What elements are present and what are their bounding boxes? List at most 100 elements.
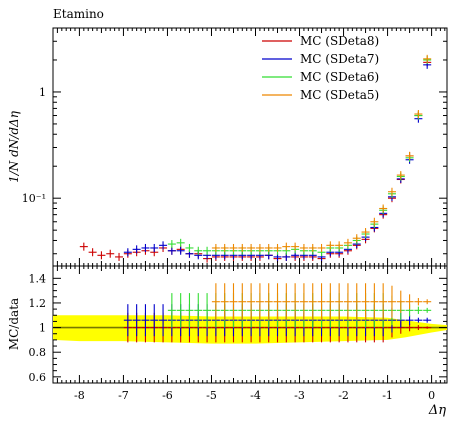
main-point-4	[343, 238, 352, 247]
ratio-point-4	[361, 283, 370, 321]
main-y-axis-label: 1/N dN/dΔη	[7, 110, 21, 183]
main-point-4	[326, 241, 335, 250]
main-point-2	[141, 243, 150, 252]
x-tick-label: -1	[382, 389, 393, 402]
main-point-4	[247, 243, 256, 252]
main-point-4	[387, 187, 396, 196]
main-point-4	[405, 151, 414, 160]
x-tick-label: -2	[338, 389, 349, 402]
legend-label-3: MC (SDeta6)	[300, 70, 379, 84]
x-tick-label: 0	[428, 389, 435, 402]
main-point-3	[194, 246, 203, 255]
ratio-point-4	[335, 283, 344, 321]
x-tick-label: -4	[250, 389, 261, 402]
main-point-3	[185, 243, 194, 252]
ratio-y-tick-label: 0.6	[29, 371, 47, 384]
main-point-2	[167, 246, 176, 255]
ratio-point-4	[396, 290, 405, 313]
main-point-4	[299, 243, 308, 252]
main-point-4	[211, 243, 220, 252]
ratio-point-3	[176, 293, 185, 328]
main-point-4	[379, 204, 388, 213]
ratio-point-4	[405, 294, 414, 310]
main-panel: 110⁻¹ 1/N dN/dΔη MC (SDeta8)MC (SDeta7)M…	[7, 27, 448, 267]
ratio-point-4	[308, 283, 317, 321]
ratio-point-2	[123, 304, 132, 337]
ratio-point-3	[185, 293, 194, 328]
main-point-4	[352, 234, 361, 243]
ratio-point-3	[194, 293, 203, 328]
ratio-point-1	[414, 325, 423, 331]
x-axis-label: Δη	[428, 403, 446, 418]
main-point-4	[317, 243, 326, 252]
ratio-y-tick-label: 0.8	[29, 346, 47, 359]
ratio-point-4	[229, 283, 238, 321]
ratio-point-4	[273, 283, 282, 321]
ratio-point-3	[203, 293, 212, 328]
main-point-2	[123, 248, 132, 257]
ratio-point-2	[150, 304, 159, 337]
ratio-point-4	[414, 298, 423, 306]
ratio-point-3	[423, 307, 432, 313]
ratio-point-4	[282, 283, 291, 321]
ratio-point-2	[132, 304, 141, 337]
main-point-3	[167, 240, 176, 249]
ratio-point-4	[255, 283, 264, 321]
ratio-point-4	[264, 283, 273, 321]
ratio-y-axis-label: MC/data	[7, 298, 21, 350]
ratio-y-tick-label: 1.4	[29, 272, 47, 285]
legend: MC (SDeta8) MC (SDeta7) MC (SDeta6) MC (SDe…	[262, 34, 379, 102]
main-point-4	[370, 217, 379, 226]
main-plot-frame	[52, 27, 448, 267]
ratio-point-4	[247, 283, 256, 321]
main-point-4	[423, 54, 432, 63]
main-point-4	[220, 243, 229, 252]
ratio-point-2	[405, 315, 414, 326]
main-point-4	[255, 243, 264, 252]
main-y-tick-label: 10⁻¹	[22, 192, 46, 205]
ratio-point-4	[370, 283, 379, 321]
x-tick-label: -3	[294, 389, 305, 402]
ratio-point-3	[167, 293, 176, 328]
main-point-3	[203, 246, 212, 255]
x-tick-label: -7	[118, 389, 129, 402]
ratio-point-4	[299, 283, 308, 321]
main-point-4	[282, 242, 291, 251]
main-point-1	[88, 248, 97, 257]
x-tick-label: -5	[206, 389, 217, 402]
ratio-point-1	[423, 326, 432, 329]
ratio-panel: 0.60.811.21.4 -8 -7 -6 -5 -4 -3 -2 -1 0 MC/data …	[7, 265, 448, 418]
main-point-4	[335, 241, 344, 250]
legend-label-4: MC (SDeta5)	[300, 88, 379, 102]
ratio-y-tick-label: 1	[39, 322, 46, 335]
main-point-4	[308, 243, 317, 252]
main-point-4	[414, 110, 423, 119]
main-point-4	[396, 171, 405, 180]
legend-label-2: MC (SDeta7)	[300, 52, 379, 66]
ratio-point-4	[343, 283, 352, 321]
main-point-4	[361, 228, 370, 237]
main-point-4	[291, 242, 300, 251]
chart-title: Etamino	[53, 7, 104, 21]
ratio-point-4	[379, 283, 388, 321]
x-tick-label: -6	[162, 389, 173, 402]
main-point-4	[264, 243, 273, 252]
main-point-2	[150, 243, 159, 252]
ratio-point-4	[387, 285, 396, 318]
ratio-point-4	[326, 283, 335, 321]
main-point-2	[176, 246, 185, 255]
main-point-3	[176, 238, 185, 247]
ratio-point-4	[238, 283, 247, 321]
ratio-point-4	[352, 283, 361, 321]
main-point-4	[229, 243, 238, 252]
ratio-point-4	[220, 283, 229, 321]
ratio-uncertainty-band	[53, 315, 447, 344]
ratio-point-4	[423, 299, 432, 305]
main-point-2	[159, 241, 168, 250]
main-point-1	[115, 252, 124, 261]
main-point-4	[238, 243, 247, 252]
main-y-tick-label: 1	[39, 86, 46, 99]
x-tick-label: -8	[74, 389, 85, 402]
legend-label-1: MC (SDeta8)	[300, 34, 379, 48]
